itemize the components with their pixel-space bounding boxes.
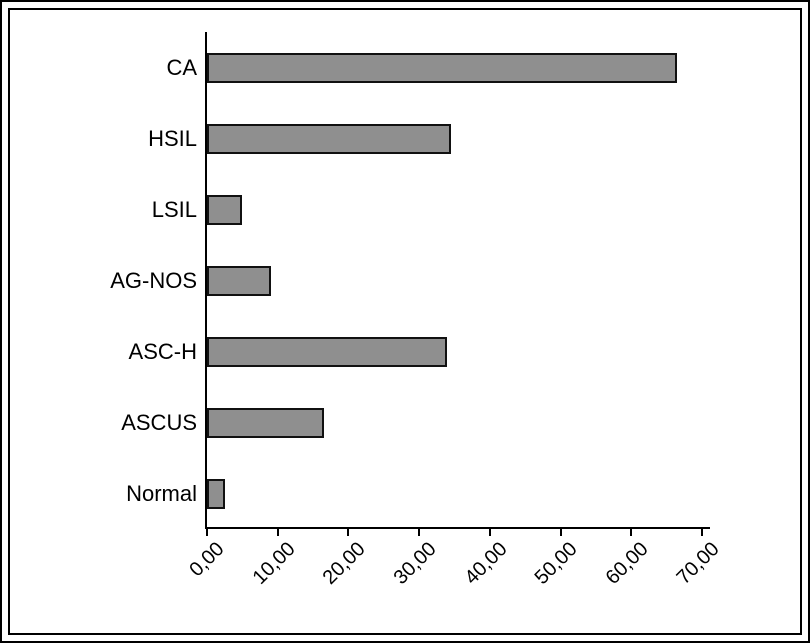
x-tick-label: 40,00 <box>460 538 512 589</box>
x-tick-label: 20,00 <box>318 538 370 589</box>
x-tick-label: 70,00 <box>672 538 724 589</box>
bar-ag-nos <box>207 265 271 296</box>
category-label-asc-h: ASC-H <box>128 338 197 364</box>
bar-ca <box>207 52 677 83</box>
x-tick-label: 10,00 <box>248 538 300 589</box>
category-label-lsil: LSIL <box>151 196 197 222</box>
x-tick <box>418 529 421 536</box>
x-tick <box>488 529 491 536</box>
x-tick-label: 60,00 <box>601 538 653 589</box>
category-label-normal: Normal <box>126 480 197 506</box>
x-tick-label: 0,00 <box>185 538 229 582</box>
x-tick <box>700 529 703 536</box>
x-tick-label: 30,00 <box>389 538 441 589</box>
category-label-hsil: HSIL <box>148 125 197 151</box>
x-tick <box>347 529 350 536</box>
x-tick <box>206 529 208 536</box>
y-axis <box>205 32 207 529</box>
x-tick <box>559 529 562 536</box>
x-tick-label: 50,00 <box>531 538 583 589</box>
bar-hsil <box>207 123 451 154</box>
category-label-ascus: ASCUS <box>121 409 197 435</box>
x-tick <box>630 529 633 536</box>
bar-asc-h <box>207 336 447 367</box>
bar-ascus <box>207 407 324 438</box>
bar-lsil <box>207 194 242 225</box>
x-tick <box>276 529 279 536</box>
category-label-ag-nos: AG-NOS <box>110 267 197 293</box>
x-axis <box>205 527 710 529</box>
bar-normal <box>207 478 225 509</box>
category-label-ca: CA <box>166 54 197 80</box>
